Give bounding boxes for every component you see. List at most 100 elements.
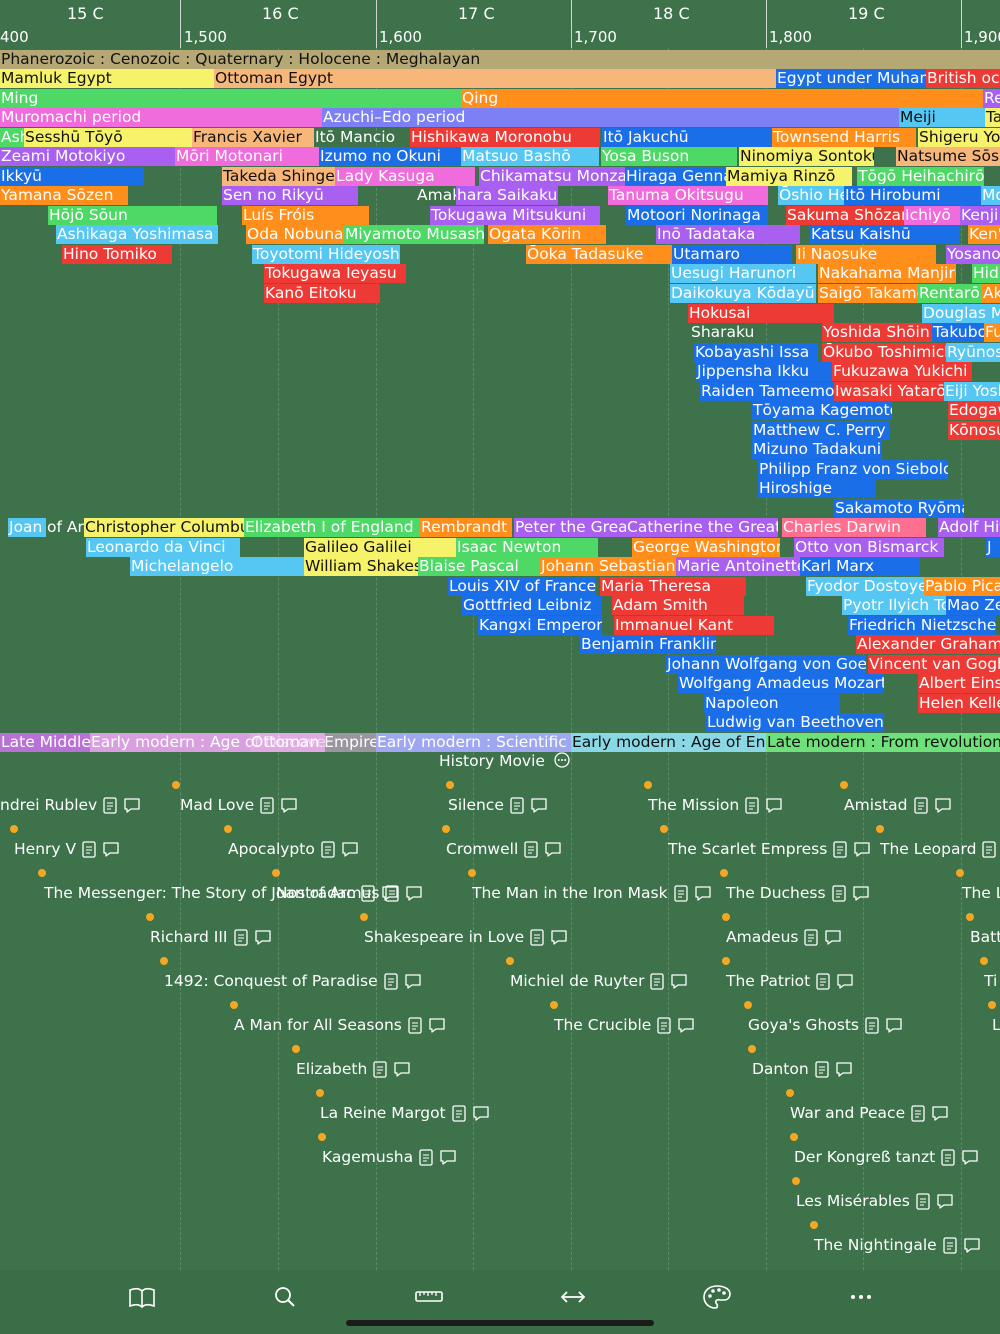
- movie-item[interactable]: Der Kongreß tanzt: [794, 1147, 979, 1167]
- person-bar[interactable]: Motoori Norinaga: [626, 206, 768, 225]
- movie-marker[interactable]: [318, 1133, 326, 1141]
- document-icon[interactable]: [833, 841, 847, 858]
- person-bar[interactable]: Amakusa: [417, 186, 456, 204]
- person-bar[interactable]: Fu: [984, 323, 1000, 342]
- era-bar[interactable]: Qing: [461, 89, 983, 108]
- document-icon[interactable]: [745, 797, 759, 814]
- movie-item[interactable]: The Mission: [648, 795, 783, 815]
- movie-marker[interactable]: [224, 825, 232, 833]
- person-bar[interactable]: Otto von Bismarck: [794, 538, 944, 557]
- comment-icon[interactable]: [393, 1061, 411, 1078]
- person-bar[interactable]: Mōri Motonari: [175, 147, 319, 166]
- movie-marker[interactable]: [748, 1045, 756, 1053]
- person-bar[interactable]: Hokusai: [688, 304, 834, 323]
- person-bar[interactable]: Michelangelo: [130, 557, 306, 576]
- person-bar[interactable]: Toyotomi Hideyoshi: [252, 245, 400, 264]
- person-bar[interactable]: Ikkyū: [0, 167, 144, 186]
- person-bar[interactable]: Kangxi Emperor: [478, 616, 602, 635]
- person-bar[interactable]: Mo: [981, 186, 1000, 205]
- person-bar[interactable]: Adolf Hit: [938, 518, 1000, 537]
- person-bar[interactable]: Douglas M: [922, 304, 1000, 323]
- person-bar[interactable]: Ashikaga Yoshimasa: [56, 225, 218, 244]
- comment-icon[interactable]: [934, 797, 952, 814]
- movie-marker[interactable]: [160, 957, 168, 965]
- era-bar[interactable]: Re: [983, 89, 1000, 108]
- person-bar[interactable]: Natsume Sōs: [896, 147, 1000, 166]
- person-bar[interactable]: Itō Jakuchū: [602, 128, 772, 147]
- person-bar[interactable]: Alexander Graham: [856, 635, 1000, 654]
- document-icon[interactable]: [360, 885, 375, 902]
- movie-item[interactable]: The Man in the Iron Mask: [472, 883, 712, 903]
- period-bar[interactable]: Early modern : Age of Enlig: [571, 733, 766, 752]
- comment-icon[interactable]: [836, 973, 854, 990]
- movie-marker[interactable]: [38, 869, 46, 877]
- person-bar[interactable]: Hiroshige: [758, 479, 876, 498]
- movie-marker[interactable]: [316, 1089, 324, 1097]
- movie-item[interactable]: The Messenger: The Story of Joan of Arc: [44, 883, 399, 903]
- person-bar[interactable]: Takeda Shingen: [222, 167, 335, 186]
- document-icon[interactable]: [510, 797, 524, 814]
- document-icon[interactable]: [657, 1017, 671, 1034]
- comment-icon[interactable]: [428, 1017, 446, 1034]
- movie-marker[interactable]: [360, 913, 368, 921]
- document-icon[interactable]: [941, 1149, 955, 1166]
- comment-icon[interactable]: [835, 1061, 853, 1078]
- person-bar[interactable]: Immanuel Kant: [614, 616, 774, 635]
- person-bar[interactable]: Gottfried Leibniz: [462, 596, 602, 615]
- person-bar[interactable]: Rembrandt: [420, 518, 512, 537]
- movie-item[interactable]: Danton: [752, 1059, 853, 1079]
- person-bar[interactable]: Elizabeth I of England: [244, 518, 420, 537]
- timeline-ruler[interactable]: 15 C 16 C 17 C 18 C 19 C 400 1,500 1,600…: [0, 0, 1000, 48]
- document-icon[interactable]: [943, 1237, 957, 1254]
- movie-item[interactable]: ndrei Rublev: [0, 795, 141, 815]
- comment-icon[interactable]: [885, 1017, 903, 1034]
- person-bar[interactable]: J: [986, 538, 1000, 557]
- person-bar[interactable]: Matsuo Bashō: [461, 147, 599, 166]
- movie-marker[interactable]: [272, 869, 280, 877]
- person-bar[interactable]: Tanuma Okitsugu: [608, 186, 768, 205]
- comment-icon[interactable]: [963, 1237, 981, 1254]
- era-bar[interactable]: Ta: [985, 108, 1000, 127]
- movie-marker[interactable]: [292, 1045, 300, 1053]
- movie-item[interactable]: Amistad: [844, 795, 952, 815]
- person-bar[interactable]: Fukuzawa Yukichi: [832, 362, 972, 381]
- person-bar[interactable]: Ninomiya Sontoku: [739, 147, 874, 166]
- person-bar[interactable]: Sakamoto Ryōma: [834, 499, 964, 518]
- comment-icon[interactable]: [280, 797, 298, 814]
- movie-item[interactable]: The Nightingale: [814, 1235, 981, 1255]
- person-bar[interactable]: Kenji M: [960, 206, 1000, 225]
- movie-item[interactable]: The Scarlet Empress: [668, 839, 871, 859]
- period-bar[interactable]: Early modern : Scientific R: [376, 733, 571, 752]
- movie-marker[interactable]: [550, 1001, 558, 1009]
- document-icon[interactable]: [419, 1149, 433, 1166]
- comment-icon[interactable]: [550, 929, 568, 946]
- book-icon[interactable]: [124, 1282, 160, 1312]
- person-bar[interactable]: Miyamoto Musashi: [344, 225, 484, 244]
- movie-item[interactable]: Amadeus: [726, 927, 842, 947]
- person-bar[interactable]: Hino Tomiko: [62, 245, 172, 264]
- person-bar[interactable]: Karl Marx: [800, 557, 920, 576]
- document-icon[interactable]: [673, 885, 688, 902]
- era-bar[interactable]: Mamluk Egypt: [0, 69, 214, 88]
- comment-icon[interactable]: [254, 929, 272, 946]
- comment-icon[interactable]: [694, 885, 712, 902]
- comment-icon[interactable]: [472, 1105, 490, 1122]
- person-bar[interactable]: Lady Kasuga: [335, 167, 475, 186]
- person-bar[interactable]: Ludwig van Beethoven: [706, 713, 884, 732]
- person-bar[interactable]: Tokugawa Mitsukuni: [430, 206, 600, 225]
- person-bar[interactable]: Saigō Takamori: [818, 284, 918, 303]
- person-bar[interactable]: Uesugi Harunori: [670, 264, 816, 283]
- movie-marker[interactable]: [660, 825, 668, 833]
- person-bar[interactable]: Sharaku: [691, 323, 755, 341]
- movie-item[interactable]: Richard III: [150, 927, 272, 947]
- person-bar[interactable]: Itō Hirobumi: [844, 186, 984, 205]
- document-icon[interactable]: [815, 1061, 829, 1078]
- comment-icon[interactable]: [102, 841, 120, 858]
- document-icon[interactable]: [816, 973, 830, 990]
- person-bar[interactable]: Christopher Columbus: [84, 518, 244, 537]
- movie-marker[interactable]: [446, 781, 454, 789]
- document-icon[interactable]: [911, 1105, 925, 1122]
- movie-marker[interactable]: [230, 1001, 238, 1009]
- person-bar[interactable]: hara Saikaku: [456, 186, 558, 205]
- person-bar[interactable]: Oda Nobunaga: [246, 225, 344, 244]
